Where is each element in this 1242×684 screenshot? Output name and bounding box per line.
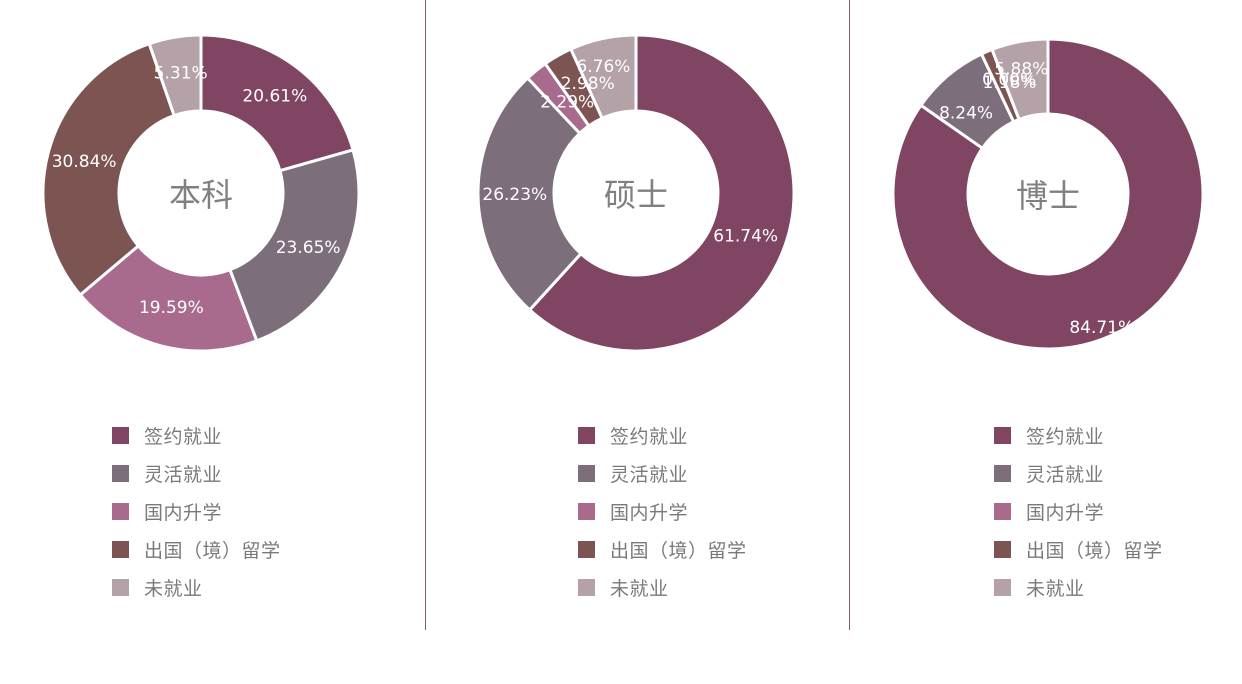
- legend-label: 出国（境）留学: [144, 539, 281, 562]
- legend: 签约就业灵活就业国内升学出国（境）留学 未就业: [994, 416, 1163, 606]
- pie-slice: [199, 33, 355, 173]
- slice-data-label: 5.88%: [994, 60, 1048, 80]
- legend-label: 灵活就业: [1026, 463, 1105, 486]
- legend-label: 签约就业: [1026, 425, 1105, 448]
- slice-data-label: 2.29%: [540, 93, 594, 113]
- panel-undergraduate: 20.61% 23.65% 19.59% 30.84% 5.31% 本科 签约就业灵活就…: [0, 0, 414, 684]
- legend-item: 签约就业: [112, 416, 281, 454]
- donut-chart-master: 61.74% 26.23% 2.29%2.98%6.76% 硕士: [476, 33, 796, 353]
- legend-item: 灵活就业: [994, 454, 1163, 492]
- pie-slice: [78, 244, 259, 353]
- legend-item: 灵活就业: [112, 454, 281, 492]
- center-label: 本科: [169, 176, 233, 214]
- legend-item: 出国（境）留学: [112, 530, 281, 568]
- slice-data-label: 6.76%: [576, 57, 630, 77]
- legend-item: 国内升学: [994, 492, 1163, 530]
- legend-swatch: [112, 502, 129, 520]
- legend-label: 国内升学: [144, 501, 223, 524]
- panel-master: 61.74% 26.23% 2.29% 2.98% 6.76% 硕士 签约就业灵活就业国…: [414, 0, 828, 684]
- legend-item: 灵活就业: [578, 454, 747, 492]
- legend-label: 灵活就业: [610, 463, 689, 486]
- pie-slice: [147, 33, 203, 118]
- legend-item: 签约就业: [578, 416, 747, 454]
- pie-slice: [476, 76, 583, 312]
- pie-slice: [528, 33, 796, 353]
- slice-data-label: 8.24%: [939, 103, 993, 123]
- legend-item: 未就业: [112, 568, 281, 606]
- slice-data-label: 20.61%: [242, 86, 307, 106]
- legend-item: 未就业: [578, 568, 747, 606]
- legend-swatch: [578, 578, 595, 596]
- divider: [849, 0, 850, 630]
- slice-data-label: 23.65%: [276, 238, 341, 258]
- slice-data-label: 1.18%: [983, 73, 1037, 93]
- legend-swatch: [578, 464, 595, 482]
- legend-item: 国内升学: [112, 492, 281, 530]
- legend-item: 签约就业: [994, 416, 1163, 454]
- legend-swatch: [994, 502, 1011, 520]
- slice-data-label: 84.71%: [1069, 318, 1134, 338]
- legend-label: 出国（境）留学: [610, 539, 747, 562]
- legend-swatch: [578, 426, 595, 444]
- legend-label: 灵活就业: [144, 463, 223, 486]
- pie-slice: [891, 37, 1205, 351]
- slice-data-label: 26.23%: [482, 185, 547, 205]
- legend-item: 出国（境）留学: [578, 530, 747, 568]
- legend-swatch: [112, 464, 129, 482]
- slice-data-label: 61.74%: [713, 226, 778, 246]
- legend-label: 国内升学: [1026, 501, 1105, 524]
- pie-slice: [990, 37, 1050, 121]
- legend-swatch: [994, 464, 1011, 482]
- legend-label: 签约就业: [610, 425, 689, 448]
- legend-swatch: [112, 426, 129, 444]
- legend-swatch: [994, 540, 1011, 558]
- donut-chart-undergraduate: 20.61% 23.65% 19.59% 30.84% 5.31% 本科: [41, 33, 361, 353]
- divider: [425, 0, 426, 630]
- legend: 签约就业灵活就业国内升学出国（境）留学 未就业: [578, 416, 747, 606]
- legend: 签约就业灵活就业国内升学出国（境）留学 未就业: [112, 416, 281, 606]
- legend-item: 出国（境）留学: [994, 530, 1163, 568]
- center-label: 博士: [1016, 177, 1080, 215]
- donut-chart-doctoral: 84.71% 8.24% 0.00%1.18%5.88% 博士: [891, 37, 1205, 351]
- legend-label: 未就业: [144, 577, 203, 600]
- legend-label: 未就业: [1026, 577, 1085, 600]
- legend-label: 签约就业: [144, 425, 223, 448]
- legend-swatch: [578, 502, 595, 520]
- legend-item: 未就业: [994, 568, 1163, 606]
- slice-data-label: 2.98%: [561, 74, 615, 94]
- pie-slice: [569, 33, 638, 120]
- legend-swatch: [112, 540, 129, 558]
- pie-slice: [228, 148, 361, 343]
- legend-swatch: [994, 426, 1011, 444]
- slice-data-label: 0.00%: [982, 70, 1036, 90]
- slice-data-label: 19.59%: [139, 298, 204, 318]
- legend-swatch: [578, 540, 595, 558]
- legend-label: 国内升学: [610, 501, 689, 524]
- pie-slice: [41, 42, 176, 297]
- legend-label: 未就业: [610, 577, 669, 600]
- panel-doctoral: 84.71% 8.24% 0.00% 1.18% 5.88% 博士 签约就业灵活就业国内…: [828, 0, 1242, 684]
- center-label: 硕士: [604, 176, 668, 214]
- legend-item: 国内升学: [578, 492, 747, 530]
- legend-label: 出国（境）留学: [1026, 539, 1163, 562]
- slice-data-label: 5.31%: [154, 63, 208, 83]
- legend-swatch: [112, 578, 129, 596]
- legend-swatch: [994, 578, 1011, 596]
- slice-data-label: 30.84%: [52, 152, 117, 172]
